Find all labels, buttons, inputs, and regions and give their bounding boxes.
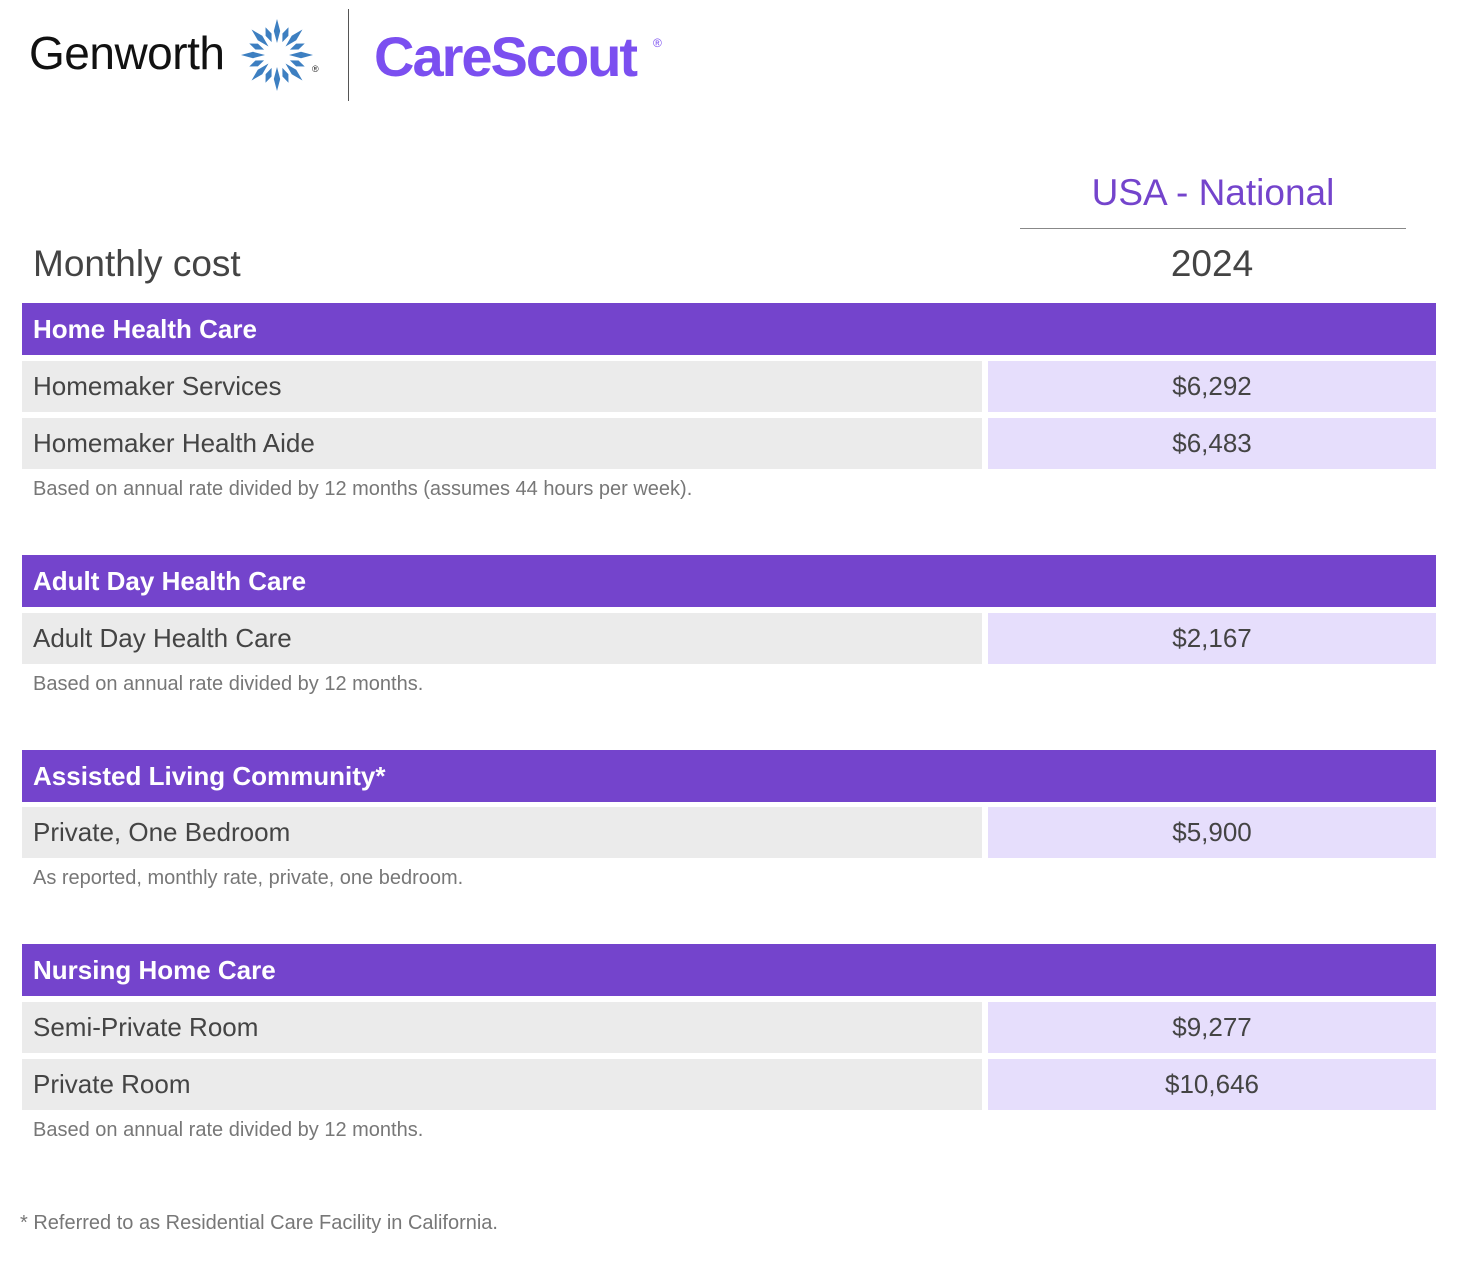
row-value: $6,483 [988, 418, 1436, 469]
registered-mark: ® [653, 36, 662, 50]
section-header: Adult Day Health Care [22, 555, 1436, 607]
table-row: Semi-Private Room $9,277 [22, 1002, 1436, 1053]
table-row: Adult Day Health Care $2,167 [22, 613, 1436, 664]
star-ray [251, 63, 269, 81]
table-section: Assisted Living Community* Private, One … [22, 750, 1436, 944]
logo-divider [348, 9, 349, 101]
genworth-wordmark: Genworth [29, 27, 225, 79]
year-header: 2024 [1170, 243, 1254, 284]
section-note: Based on annual rate divided by 12 month… [33, 478, 693, 500]
row-label: Private Room [22, 1059, 982, 1110]
star-ray [249, 43, 265, 50]
star-ray [285, 29, 303, 47]
table-row: Homemaker Services $6,292 [22, 361, 1436, 412]
row-value: $2,167 [988, 613, 1436, 664]
table-row: Private Room $10,646 [22, 1059, 1436, 1110]
row-value: $5,900 [988, 807, 1436, 858]
table-row: Homemaker Health Aide $6,483 [22, 418, 1436, 469]
star-ray [285, 63, 303, 81]
star-ray [282, 67, 289, 83]
star-ray [289, 60, 305, 67]
row-label: Homemaker Health Aide [22, 418, 982, 469]
footnote: * Referred to as Residential Care Facili… [20, 1212, 498, 1234]
table-section: Home Health Care Homemaker Services $6,2… [22, 303, 1436, 555]
star-ray [273, 19, 281, 43]
star-ray [282, 27, 289, 43]
section-header: Assisted Living Community* [22, 750, 1436, 802]
star-ray [251, 29, 269, 47]
table-row: Private, One Bedroom $5,900 [22, 807, 1436, 858]
region-header: USA - National [1091, 172, 1335, 213]
carescout-wordmark: CareScout [374, 25, 638, 88]
row-label: Semi-Private Room [22, 1002, 982, 1053]
star-ray [273, 67, 281, 91]
section-header: Home Health Care [22, 303, 1436, 355]
section-header: Nursing Home Care [22, 944, 1436, 996]
section-note: As reported, monthly rate, private, one … [33, 867, 464, 889]
row-label: Private, One Bedroom [22, 807, 982, 858]
table-section: Nursing Home Care Semi-Private Room $9,2… [22, 944, 1436, 1196]
star-ray [265, 67, 272, 83]
star-ray [289, 43, 305, 50]
registered-mark: ® [312, 64, 319, 74]
region-divider [1020, 228, 1406, 229]
monthly-cost-label: Monthly cost [33, 243, 241, 284]
star-ray [265, 27, 272, 43]
cost-table: Home Health Care Homemaker Services $6,2… [22, 303, 1436, 1196]
row-value: $9,277 [988, 1002, 1436, 1053]
row-label: Homemaker Services [22, 361, 982, 412]
section-note: Based on annual rate divided by 12 month… [33, 1119, 424, 1141]
genworth-star-icon [241, 19, 313, 91]
star-ray [289, 51, 313, 59]
star-ray [241, 51, 265, 59]
star-ray [249, 60, 265, 67]
row-value: $10,646 [988, 1059, 1436, 1110]
row-label: Adult Day Health Care [22, 613, 982, 664]
row-value: $6,292 [988, 361, 1436, 412]
section-note: Based on annual rate divided by 12 month… [33, 673, 424, 695]
table-section: Adult Day Health Care Adult Day Health C… [22, 555, 1436, 750]
